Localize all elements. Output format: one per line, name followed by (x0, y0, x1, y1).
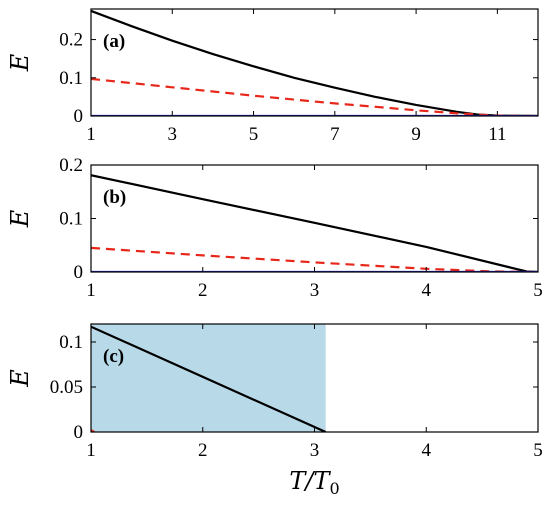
series-line-1 (91, 9, 538, 116)
y-tick-label: 0.1 (59, 209, 83, 230)
x-tick-label: 5 (249, 124, 259, 145)
x-tick-label: 4 (422, 440, 432, 461)
x-tick-label: 11 (488, 124, 506, 145)
x-tick-label: 2 (198, 280, 208, 301)
y-axis-label: E (6, 53, 34, 72)
y-tick-label: 0 (74, 106, 84, 127)
y-tick-label: 0 (74, 422, 84, 443)
panel-1: 1 3 5 7 9 11 0 0.1 0.2 E (a) (6, 8, 539, 145)
x-tick-label: 1 (86, 280, 96, 301)
y-axis-label: E (6, 209, 34, 228)
y-tick-label: 0.2 (59, 155, 83, 176)
axes-frame (90, 8, 539, 117)
panel-label: (c) (103, 346, 124, 367)
x-tick-label: 1 (86, 124, 96, 145)
x-axis-label: T/T0 (289, 467, 339, 498)
axes-frame (90, 164, 539, 273)
y-tick-label: 0.05 (50, 377, 83, 398)
y-tick-label: 0 (74, 262, 84, 283)
panel-label: (b) (103, 187, 126, 208)
x-tick-label: 5 (533, 280, 543, 301)
y-tick-label: 0.1 (59, 332, 83, 353)
x-tick-label: 1 (86, 440, 96, 461)
x-tick-label: 9 (411, 124, 421, 145)
y-axis-label: E (6, 369, 34, 388)
panel-3: 1 2 3 4 5 0 0.05 0.1 E (c) T/T0 (6, 323, 543, 498)
series-line-1 (91, 325, 327, 432)
x-tick-label: 2 (198, 440, 208, 461)
plot-area (91, 9, 538, 116)
panel-label: (a) (103, 31, 125, 52)
x-tick-label: 3 (310, 280, 320, 301)
panel-2: 1 2 3 4 5 0 0.1 0.2 E (b) (6, 155, 543, 301)
x-tick-label: 3 (168, 124, 178, 145)
x-tick-label: 7 (330, 124, 340, 145)
x-tick-label: 3 (310, 440, 320, 461)
series-line-2 (91, 77, 538, 116)
y-tick-label: 0.1 (59, 68, 83, 89)
plot-area (91, 174, 538, 272)
series-line-1 (91, 174, 538, 272)
x-tick-label: 4 (422, 280, 432, 301)
x-tick-label: 5 (533, 440, 543, 461)
y-tick-label: 0.2 (59, 30, 83, 51)
